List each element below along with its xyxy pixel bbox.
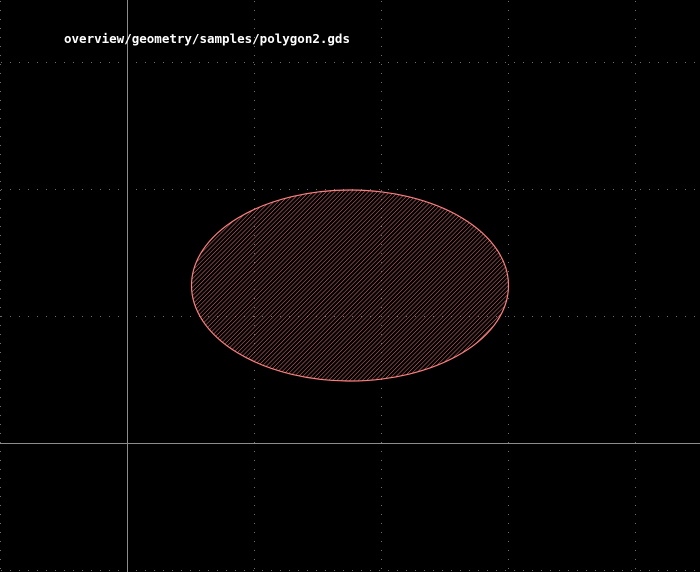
file-path-label: overview/geometry/samples/polygon2.gds [64,31,350,46]
polygon-shape[interactable] [190,189,510,382]
